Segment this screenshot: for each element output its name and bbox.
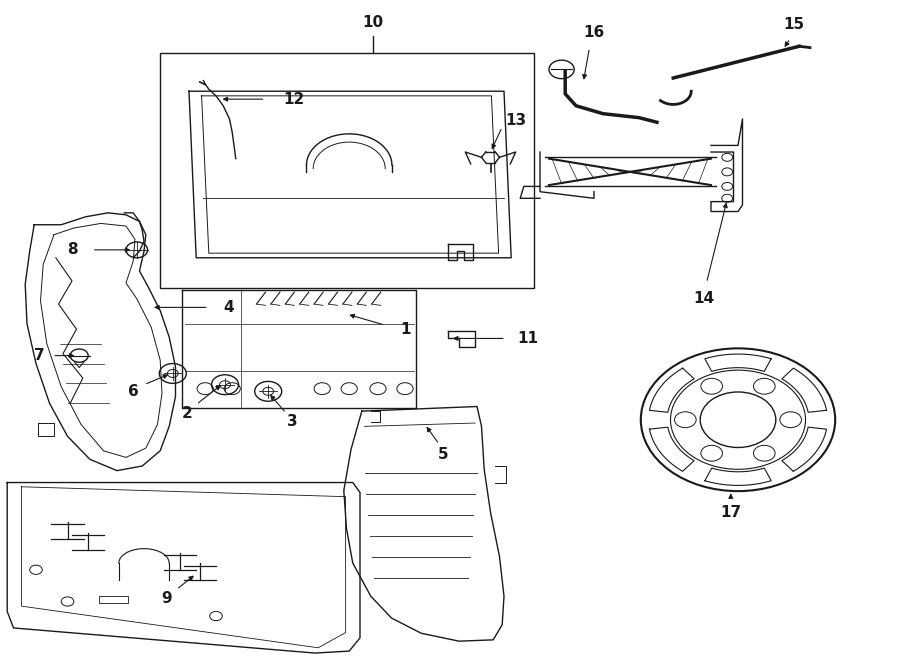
Text: 5: 5 bbox=[437, 447, 448, 462]
Text: 12: 12 bbox=[284, 92, 305, 106]
Text: 6: 6 bbox=[128, 384, 139, 399]
Text: 10: 10 bbox=[363, 15, 383, 30]
Text: 8: 8 bbox=[67, 243, 77, 257]
Bar bbox=[99, 596, 128, 603]
Text: 3: 3 bbox=[287, 414, 298, 429]
Text: 1: 1 bbox=[400, 322, 411, 336]
Text: 14: 14 bbox=[693, 291, 715, 306]
Text: 4: 4 bbox=[223, 300, 234, 315]
Text: 15: 15 bbox=[783, 17, 805, 32]
Text: 7: 7 bbox=[34, 348, 45, 363]
Text: 16: 16 bbox=[583, 24, 605, 40]
Text: 9: 9 bbox=[161, 591, 172, 605]
Text: 2: 2 bbox=[182, 406, 193, 420]
Text: 11: 11 bbox=[518, 331, 538, 346]
Text: 17: 17 bbox=[720, 505, 742, 520]
Text: 13: 13 bbox=[506, 113, 526, 128]
Bar bbox=[160, 53, 534, 288]
